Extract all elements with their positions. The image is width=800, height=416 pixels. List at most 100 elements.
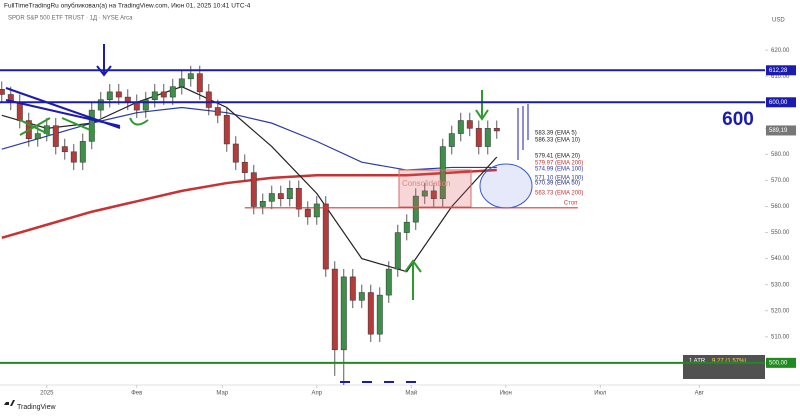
last-price-label: 589,19 (769, 128, 788, 134)
candle-body (475, 128, 482, 147)
footer-logo: TradingView (4, 400, 56, 411)
atr-name: 1 ATR (689, 359, 706, 365)
atr-box (683, 355, 765, 379)
published-note: FullTimeTradingRu опубликовал(а) на Trad… (4, 2, 251, 10)
ema-label: 579.97 (EMA 200) (535, 161, 583, 167)
ema-label: 571.10 (EMA 100) (535, 176, 583, 182)
x-tick-label: 2025 (40, 391, 54, 397)
candle-body (421, 190, 428, 197)
candle-body (340, 276, 347, 351)
candle-body (484, 128, 491, 147)
candle-body (115, 91, 122, 98)
ema-label: 563.73 (EMA 200) (535, 191, 583, 197)
candle-body (358, 292, 365, 301)
candle-body (205, 91, 212, 108)
ema-label: 574.99 (EMA 100) (535, 167, 583, 173)
candle-body (466, 120, 473, 129)
plot (0, 65, 500, 385)
footer-brand: TradingView (17, 404, 56, 411)
candle-body (232, 143, 239, 163)
candle-body (403, 221, 410, 233)
currency: USD (772, 18, 785, 24)
x-tick-label: Авг (695, 391, 705, 397)
ema-line (1, 86, 498, 273)
ema-label: 586.33 (EMA 10) (535, 138, 580, 144)
candle-body (349, 276, 356, 301)
ema-label: 579.41 (EMA 20) (535, 154, 580, 160)
candle-body (160, 91, 167, 98)
x-tick-label: Май (405, 390, 417, 397)
y-tick-label: 510.00 (771, 334, 790, 340)
stop-label: Стоп (564, 200, 578, 206)
candle-body (394, 232, 401, 270)
candle-body (322, 203, 329, 270)
y-tick-label: 530.00 (771, 282, 790, 288)
candle-body (70, 151, 77, 163)
y-tick-label: 580.00 (771, 152, 790, 158)
zone-label: Consolidation (402, 179, 450, 188)
candle-body (241, 161, 248, 173)
x-tick-label: Мар (216, 391, 228, 397)
y-tick-label: 610.00 (771, 74, 790, 80)
candle-body (304, 208, 311, 218)
candle-body (79, 141, 86, 163)
level-tag (766, 357, 796, 368)
candle-body (88, 109, 95, 142)
candle-body (385, 268, 392, 296)
candle-body (277, 193, 284, 199)
x-tick-label: Июн (500, 391, 512, 397)
candle-body (142, 99, 149, 111)
symbol-title: SPDR S&P 500 ETF TRUST · 1Д · NYSE Arca (8, 16, 133, 22)
y-tick-label: 540.00 (771, 256, 790, 262)
candle-body (187, 73, 194, 80)
candle-body (295, 188, 302, 210)
candle-body (169, 86, 176, 98)
ema-label: 570.39 (EMA 50) (535, 181, 580, 187)
candle-body (259, 201, 266, 207)
ema-line (1, 168, 497, 239)
y-tick-label: 620.00 (771, 48, 790, 54)
candle-body (268, 193, 275, 202)
candle-body (61, 146, 68, 153)
candle-body (151, 91, 158, 100)
ema-label: 583.39 (EMA 5) (535, 131, 577, 137)
y-tick-label: 560.00 (771, 204, 790, 210)
candle-body (214, 107, 221, 116)
level-tag (766, 65, 796, 76)
level-label: 612,28 (769, 68, 788, 74)
candle-body (250, 172, 257, 207)
candle-body (16, 102, 23, 121)
x-tick-label: Фев (131, 391, 142, 397)
y-tick-label: 570.00 (771, 178, 790, 184)
x-tick-label: Июл (594, 391, 607, 397)
candle-body (196, 73, 203, 93)
y-tick-label: 550.00 (771, 230, 790, 236)
candle-body (430, 190, 437, 199)
candle-body (331, 268, 338, 351)
candle-body (133, 102, 140, 111)
level-label: 500,00 (769, 360, 788, 366)
x-tick-label: Апр (312, 391, 323, 397)
candle-body (439, 146, 446, 199)
candle-body (457, 120, 464, 134)
candle-body (223, 115, 230, 145)
target-label: 600 (722, 109, 754, 130)
candle-body (412, 195, 419, 223)
candle-body (97, 99, 104, 111)
candle-body (376, 294, 383, 335)
last-price-tag (766, 125, 796, 136)
candle-body (448, 133, 455, 147)
level-tag (766, 97, 796, 108)
y-tick-label: 520.00 (771, 308, 790, 314)
candle-body (313, 203, 320, 218)
candle-body (286, 188, 293, 199)
candle-body (178, 78, 185, 87)
candle-body (0, 89, 5, 95)
candle-body (106, 91, 113, 100)
level-label: 600,00 (769, 100, 788, 106)
candle-body (367, 292, 374, 335)
candle-body (493, 128, 500, 132)
atr-value: 9.27 (1.57%) (712, 359, 746, 365)
candle-body (52, 125, 59, 147)
